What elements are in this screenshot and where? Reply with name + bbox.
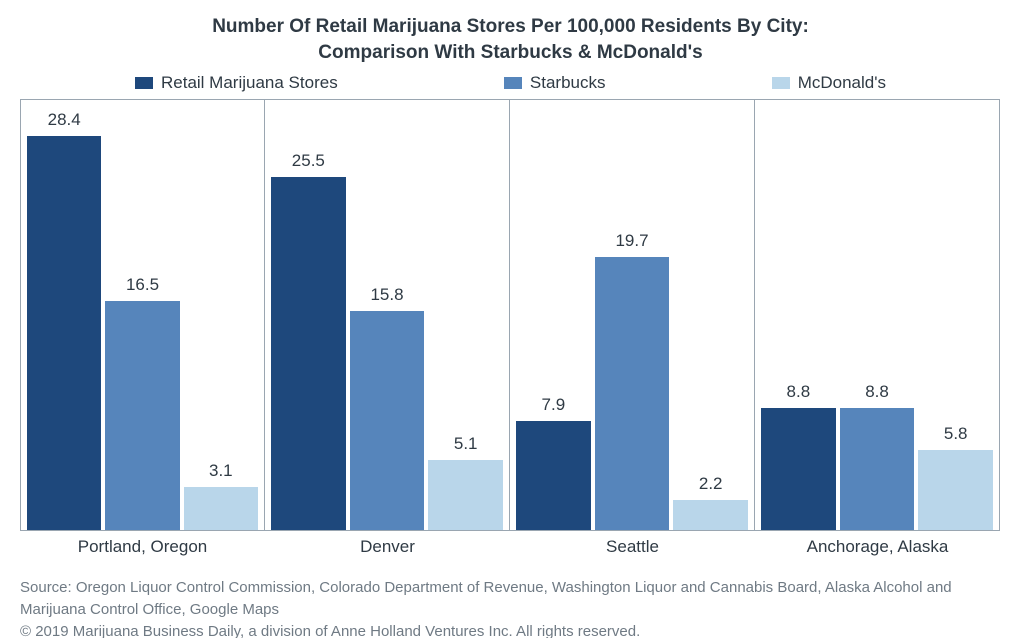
legend: Retail Marijuana Stores Starbucks McDona… — [15, 73, 1006, 93]
bar-slot: 28.4 — [25, 100, 103, 530]
bar — [673, 500, 748, 531]
bar — [350, 311, 425, 530]
legend-label-marijuana: Retail Marijuana Stores — [161, 73, 338, 93]
bar-slot: 16.5 — [103, 100, 181, 530]
x-axis-label: Portland, Oregon — [20, 537, 265, 557]
x-axis-labels: Portland, OregonDenverSeattleAnchorage, … — [20, 537, 1000, 571]
bar-value-label: 25.5 — [292, 151, 325, 171]
bar-slot: 8.8 — [759, 100, 838, 530]
x-axis-label: Anchorage, Alaska — [755, 537, 1000, 557]
legend-item-starbucks: Starbucks — [504, 73, 606, 93]
x-axis-label: Seattle — [510, 537, 755, 557]
bar-group: 28.4 16.5 3.1 — [20, 100, 265, 530]
bar-value-label: 16.5 — [126, 275, 159, 295]
bar-slot: 19.7 — [593, 100, 672, 530]
bar-value-label: 28.4 — [48, 110, 81, 130]
bar-slot: 8.8 — [838, 100, 917, 530]
legend-swatch-starbucks — [504, 77, 522, 89]
bar-value-label: 2.2 — [699, 474, 723, 494]
bar — [516, 421, 591, 531]
bar-group: 8.8 8.8 5.8 — [755, 100, 1000, 530]
legend-label-mcdonalds: McDonald's — [798, 73, 886, 93]
bar — [840, 408, 915, 530]
legend-item-marijuana: Retail Marijuana Stores — [135, 73, 338, 93]
bar-value-label: 8.8 — [787, 382, 811, 402]
bar-slot: 5.1 — [426, 100, 505, 530]
copyright-text: © 2019 Marijuana Business Daily, a divis… — [20, 621, 1001, 638]
bar-group-inner: 28.4 16.5 3.1 — [21, 100, 264, 530]
bar-group-inner: 25.5 15.8 5.1 — [265, 100, 509, 530]
chart-title-line1: Number Of Retail Marijuana Stores Per 10… — [212, 16, 809, 37]
bar-group: 7.9 19.7 2.2 — [510, 100, 755, 530]
bar-value-label: 3.1 — [209, 461, 233, 481]
bar-group-inner: 7.9 19.7 2.2 — [510, 100, 754, 530]
chart-container: Number Of Retail Marijuana Stores Per 10… — [0, 0, 1031, 638]
bar-value-label: 5.1 — [454, 434, 478, 454]
legend-item-mcdonalds: McDonald's — [772, 73, 886, 93]
bar-slot: 3.1 — [182, 100, 260, 530]
bar-slot: 7.9 — [514, 100, 593, 530]
bar-value-label: 8.8 — [865, 382, 889, 402]
bar-group-inner: 8.8 8.8 5.8 — [755, 100, 999, 530]
legend-swatch-marijuana — [135, 77, 153, 89]
bar — [105, 301, 179, 530]
bar — [918, 450, 993, 530]
bar — [761, 408, 836, 530]
legend-swatch-mcdonalds — [772, 77, 790, 89]
bar-slot: 5.8 — [916, 100, 995, 530]
bar-slot: 15.8 — [348, 100, 427, 530]
chart-title-line2: Comparison With Starbucks & McDonald's — [318, 42, 702, 63]
legend-label-starbucks: Starbucks — [530, 73, 606, 93]
bar — [27, 136, 101, 530]
x-axis-label: Denver — [265, 537, 510, 557]
chart-title: Number Of Retail Marijuana Stores Per 10… — [15, 14, 1006, 65]
bar-value-label: 7.9 — [542, 395, 566, 415]
bar — [184, 487, 258, 530]
bar-value-label: 19.7 — [615, 231, 648, 251]
bar-value-label: 5.8 — [944, 424, 968, 444]
bar-slot: 25.5 — [269, 100, 348, 530]
bar-value-label: 15.8 — [370, 285, 403, 305]
chart-footer: Source: Oregon Liquor Control Commission… — [20, 577, 1001, 638]
bar — [271, 177, 346, 531]
bar — [595, 257, 670, 530]
bar-slot: 2.2 — [671, 100, 750, 530]
plot-area: 28.4 16.5 3.1 25.5 15.8 5.1 7.9 19.7 2.2 8.8 8.8 5.… — [20, 99, 1000, 531]
bar — [428, 460, 503, 531]
bar-group: 25.5 15.8 5.1 — [265, 100, 510, 530]
source-text: Source: Oregon Liquor Control Commission… — [20, 577, 1001, 621]
